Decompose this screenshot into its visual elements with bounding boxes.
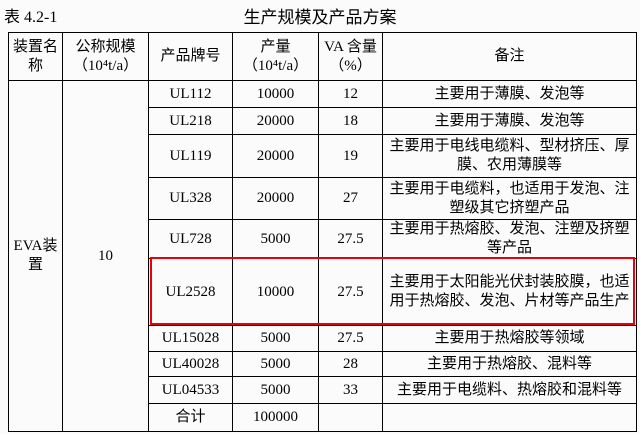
brand: UL218 bbox=[148, 107, 233, 135]
table-body: EVA装置 10 UL112 10000 12 主要用于薄膜、发泡等 UL218 20000 1… bbox=[8, 80, 637, 432]
table-row: UL2528 10000 27.5 主要用于太阳能光伏封装胶膜，也适用于热熔胶、发泡、… bbox=[9, 258, 637, 326]
note: 主要用于电缆料，也适用于发泡、注塑级其它挤塑产品 bbox=[382, 177, 637, 220]
output: 5000 bbox=[232, 325, 319, 352]
brand: UL328 bbox=[148, 177, 233, 220]
table-row: UL15028 5000 27.5 主要用于热熔胶等领域 bbox=[9, 325, 637, 352]
note: 主要用于电缆料、热熔胶和混料等 bbox=[382, 376, 637, 404]
group-scale: 10 bbox=[62, 80, 149, 432]
va-content: 33 bbox=[318, 376, 383, 404]
output: 5000 bbox=[232, 219, 319, 259]
va-content: 27.5 bbox=[318, 219, 383, 259]
table-row: UL40028 5000 28 主要用于热熔胶、混料等 bbox=[9, 351, 637, 377]
header-cell: 备注 bbox=[382, 32, 637, 81]
va-content: 18 bbox=[318, 107, 383, 135]
note: 主要用于热熔胶、发泡、注塑及挤塑等产品 bbox=[382, 219, 637, 259]
header-cell: 产量（10⁴t/a） bbox=[232, 32, 319, 81]
brand: UL15028 bbox=[148, 325, 233, 352]
table-row: UL218 20000 18 主要用于薄膜、发泡等 bbox=[9, 107, 637, 135]
va-content: 28 bbox=[318, 351, 383, 377]
group-name: EVA装置 bbox=[8, 80, 63, 432]
brand: UL112 bbox=[148, 80, 233, 108]
table-label: 表 4.2-1 bbox=[4, 9, 58, 26]
brand: UL40028 bbox=[148, 351, 233, 377]
note: 主要用于薄膜、发泡等 bbox=[382, 80, 637, 108]
va-content: 19 bbox=[318, 134, 383, 178]
note: 主要用于太阳能光伏封装胶膜，也适用于热熔胶、发泡、片材等产品生产 bbox=[382, 258, 637, 326]
product-table: 装置名称 公称规模（10⁴t/a） 产品牌号 产量（10⁴t/a） VA 含量（%） 备注… bbox=[8, 32, 637, 432]
brand: UL04533 bbox=[148, 376, 233, 404]
total-row: 合计 100000 bbox=[9, 403, 637, 432]
total-value: 100000 bbox=[232, 403, 319, 432]
output: 5000 bbox=[232, 351, 319, 377]
empty-cell bbox=[318, 403, 383, 432]
note: 主要用于电线电缆料、型材挤压、厚膜、农用薄膜等 bbox=[382, 134, 637, 178]
output: 20000 bbox=[232, 177, 319, 220]
note: 主要用于热熔胶、混料等 bbox=[382, 351, 637, 377]
header-cell: 产品牌号 bbox=[148, 32, 233, 81]
va-content: 27.5 bbox=[318, 325, 383, 352]
output: 10000 bbox=[232, 80, 319, 108]
header-cell: 装置名称 bbox=[8, 32, 63, 81]
table-row: UL04533 5000 33 主要用于电缆料、热熔胶和混料等 bbox=[9, 376, 637, 404]
total-label: 合计 bbox=[148, 403, 233, 432]
header-cell: 公称规模（10⁴t/a） bbox=[62, 32, 149, 81]
table-row: UL728 5000 27.5 主要用于热熔胶、发泡、注塑及挤塑等产品 bbox=[9, 219, 637, 259]
header-row: 装置名称 公称规模（10⁴t/a） 产品牌号 产量（10⁴t/a） VA 含量（%） 备注 bbox=[8, 32, 637, 81]
note: 主要用于薄膜、发泡等 bbox=[382, 107, 637, 135]
table-row: EVA装置 10 UL112 10000 12 主要用于薄膜、发泡等 bbox=[8, 80, 637, 432]
output: 5000 bbox=[232, 376, 319, 404]
va-content: 27.5 bbox=[318, 258, 383, 326]
highlight-box bbox=[150, 257, 635, 325]
note: 主要用于热熔胶等领域 bbox=[382, 325, 637, 352]
brand: UL728 bbox=[148, 219, 233, 259]
header-cell: VA 含量（%） bbox=[318, 32, 383, 81]
va-content: 12 bbox=[318, 80, 383, 108]
brand: UL119 bbox=[148, 134, 233, 178]
table-row: UL119 20000 19 主要用于电线电缆料、型材挤压、厚膜、农用薄膜等 bbox=[9, 134, 637, 178]
output: 20000 bbox=[232, 134, 319, 178]
table-title: 生产规模及产品方案 bbox=[243, 8, 397, 27]
empty-cell bbox=[382, 403, 637, 432]
output: 20000 bbox=[232, 107, 319, 135]
va-content: 27 bbox=[318, 177, 383, 220]
